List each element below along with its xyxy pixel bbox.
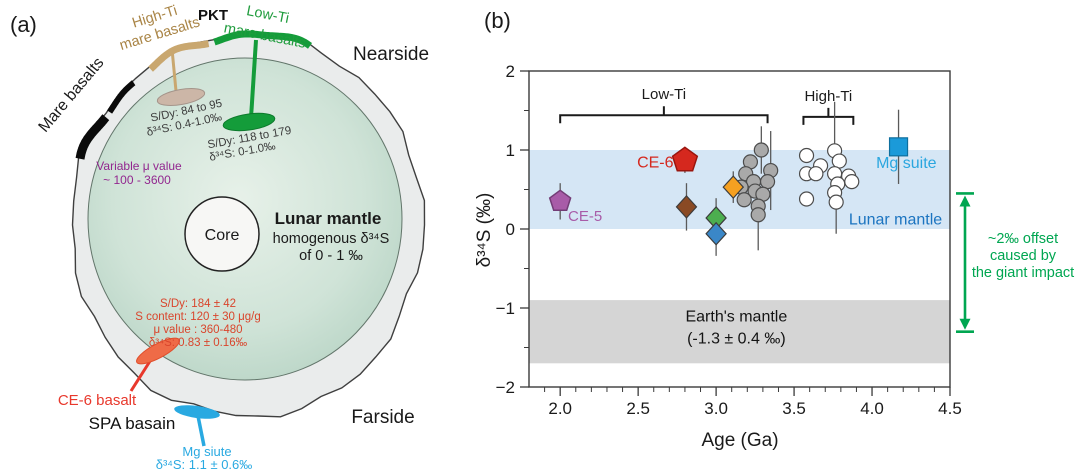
ce6-source-ellipse — [136, 337, 180, 365]
x-tick-label: 4.0 — [860, 399, 884, 418]
y-tick-label: 0 — [506, 220, 515, 239]
y-axis-label: δ³⁴S (‰) — [474, 193, 495, 268]
offset-arrow-head-top — [959, 195, 971, 207]
high-ti-source-ellipse — [156, 88, 206, 106]
high-ti-apollo-basalts-point — [831, 153, 847, 169]
pkt-label: PKT — [198, 7, 228, 24]
x-tick-label: 2.0 — [548, 399, 572, 418]
band-label-earths-mantle: Earth's mantle — [685, 308, 787, 325]
band-earths-mantle — [529, 300, 950, 364]
mg-suite-label: Mg siute — [182, 444, 231, 459]
mu-value-note: ~ 100 - 3600 — [103, 173, 171, 187]
high-ti-apollo-basalts-point — [828, 194, 844, 210]
bracket-High-Ti — [802, 107, 855, 125]
high-ti-rim-arc — [148, 40, 210, 72]
mare-basalts-arc — [75, 114, 110, 160]
lunar-mantle-note: homogenous δ³⁴S — [273, 231, 390, 247]
band-label-lunar-mantle: Lunar mantle — [849, 211, 942, 228]
point-label-Mg suite: Mg suite — [876, 155, 937, 172]
band-label2-earths-mantle: (-1.3 ± 0.4 ‰) — [687, 330, 786, 347]
high-ti-apollo-basalts-point — [798, 147, 815, 164]
offset-arrow-text: caused by — [990, 248, 1057, 264]
mu-value-note: Variable μ value — [96, 159, 182, 173]
bracket-label-High-Ti: High-Ti — [804, 88, 852, 105]
offset-arrow-head-bottom — [959, 318, 971, 330]
bracket-Low-Ti — [559, 106, 769, 124]
lunar-mantle-label: Lunar mantle — [275, 209, 382, 228]
low-ti-apollo-basalts-point — [750, 207, 766, 223]
mg-suite-note: δ³⁴S: 1.1 ± 0.6‰ — [156, 457, 253, 472]
low-ti-literature-diamonds-point — [705, 221, 727, 246]
low-ti-apollo-basalts-point — [753, 142, 769, 158]
high-ti-apollo-basalts-point — [844, 174, 860, 190]
point-label-CE-6: CE-6 — [637, 154, 674, 171]
moon-core — [184, 196, 260, 272]
panel-a-moon-diagram: (a) High-Ti mare basalts PKT Low-Ti mare… — [10, 3, 429, 472]
low-ti-apollo-basalts-point — [759, 174, 776, 190]
panel-b-chart: (b) δ³⁴S (‰) Age (Ga) 2.0 2.5 3.0 3.5 4.0 4.5… — [474, 8, 1075, 451]
ce6-connector-line — [129, 357, 154, 392]
mare-basalts-arc — [107, 80, 136, 114]
x-tick-label: 3.5 — [782, 399, 806, 418]
x-tick-label: 3.0 — [704, 399, 728, 418]
high-ti-connector-line — [170, 48, 178, 92]
ce6-source-note: S/Dy: 184 ± 42 — [160, 298, 236, 310]
x-tick-label: 2.5 — [626, 399, 650, 418]
low-ti-source-ellipse — [222, 112, 276, 132]
bracket-label-Low-Ti: Low-Ti — [642, 86, 686, 103]
offset-arrow-text: the giant impact — [972, 265, 1074, 281]
x-tick-label: 4.5 — [938, 399, 962, 418]
mg-suite-point — [888, 137, 909, 157]
panel-b-label: (b) — [484, 8, 511, 33]
y-tick-label: −2 — [496, 378, 515, 397]
point-label-CE-5: CE-5 — [568, 208, 602, 225]
lunar-mantle-note: of 0 - 1 ‰ — [299, 248, 363, 264]
spa-basin-label: SPA basain — [89, 414, 176, 433]
ce6-basalt-label: CE-6 basalt — [58, 392, 137, 409]
high-ti-apollo-basalts-point — [808, 166, 824, 182]
farside-label: Farside — [351, 407, 414, 428]
nearside-label: Nearside — [353, 44, 429, 65]
mg-suite-ellipse — [174, 405, 220, 419]
mg-suite-connector-line — [196, 415, 206, 447]
high-ti-apollo-basalts-point — [798, 191, 815, 207]
ce6-source-note: S content: 120 ± 30 μg/g — [135, 311, 260, 323]
ce6-source-note: μ value : 360-480 — [153, 324, 242, 336]
ce5-point — [548, 189, 572, 211]
low-ti-apollo-basalts-point — [736, 192, 752, 208]
y-tick-label: −1 — [496, 299, 515, 318]
x-axis-label: Age (Ga) — [701, 430, 778, 451]
low-ti-literature-diamonds-point — [722, 175, 745, 200]
core-label: Core — [205, 227, 240, 244]
y-tick-label: 1 — [506, 141, 515, 160]
low-ti-rim-arc — [213, 30, 313, 49]
y-tick-label: 2 — [506, 62, 515, 81]
panel-a-label: (a) — [10, 12, 37, 37]
offset-arrow-text: ~2‰ offset — [988, 231, 1058, 247]
plot-area: 2.0 2.5 3.0 3.5 4.0 4.5 −2 −1 0 1 2 Low-Ti High-Ti CE… — [496, 62, 1075, 418]
low-ti-connector-line — [249, 39, 258, 119]
low-ti-label: Low-Ti — [245, 3, 290, 27]
ce6-source-note: δ³⁴S: 0.83 ± 0.16‰ — [149, 337, 248, 349]
offset-arrow — [956, 192, 974, 333]
ce6-point — [671, 146, 699, 172]
low-ti-literature-diamonds-point — [675, 194, 698, 219]
